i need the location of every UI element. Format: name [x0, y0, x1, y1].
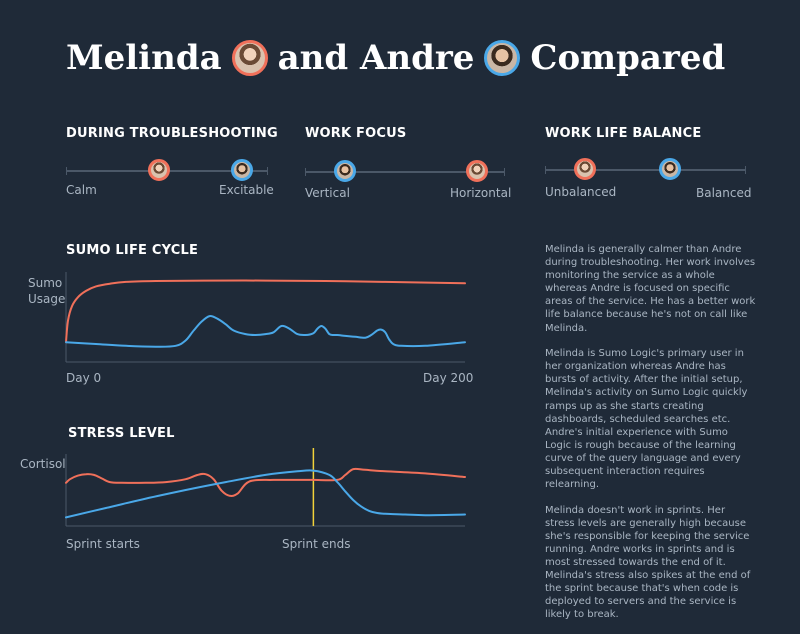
work-life-balance-melinda-marker [574, 158, 597, 180]
sumo-life-cycle-title: SUMO LIFE CYCLE [66, 243, 199, 258]
work-life-balance-andre-marker [658, 158, 681, 180]
work-focus-right-label: Horizontal [450, 186, 512, 200]
sumo-life-cycle-series-melinda-line [65, 279, 466, 344]
troubleshooting-andre-marker [230, 159, 253, 181]
work-focus-melinda-marker [466, 160, 488, 182]
work-focus-title: WORK FOCUS [305, 126, 407, 141]
sumo-usage-axis-label: Sumo Usage [28, 276, 66, 306]
work-life-balance-title: WORK LIFE BALANCE [545, 126, 702, 141]
work-focus-scale-line [305, 168, 505, 176]
sumo-life-cycle-series-andre-line [65, 315, 466, 348]
day-0-label: Day 0 [66, 371, 102, 385]
stress-level-series-melinda-line [65, 467, 466, 497]
sumo-life-cycle-chart [65, 272, 466, 363]
troubleshooting-title: DURING TROUBLESHOOTING [66, 126, 278, 141]
andre-avatar [484, 40, 521, 76]
title-compared: Compared [530, 38, 726, 78]
day-200-label: Day 200 [423, 371, 474, 385]
description-paragraph-stress: Melinda doesn't work in sprints. Her str… [545, 504, 751, 621]
stress-level-series-andre-line [65, 469, 466, 519]
sprint-starts-label: Sprint starts [66, 537, 140, 551]
page-title: Melinda and Andre Compared [66, 38, 725, 78]
stress-level-title: STRESS LEVEL [68, 426, 175, 441]
melinda-avatar [231, 40, 268, 76]
troubleshooting-melinda-marker [147, 159, 170, 181]
troubleshooting-right-label: Excitable [219, 183, 274, 197]
troubleshooting-left-label: Calm [66, 183, 97, 197]
work-life-balance-scale-line [545, 166, 746, 174]
description-paragraph-lifecycle: Melinda is Sumo Logic's primary user in … [545, 348, 748, 491]
title-and-andre: and Andre [277, 38, 475, 78]
description-panel: Melinda is generally calmer than Andre d… [545, 243, 757, 634]
work-life-balance-right-label: Balanced [696, 186, 752, 200]
sprint-ends-label: Sprint ends [282, 537, 351, 551]
cortisol-axis-label: Cortisol [20, 457, 66, 471]
work-life-balance-left-label: Unbalanced [545, 185, 617, 199]
stress-level-chart [65, 448, 466, 527]
work-focus-andre-marker [334, 160, 356, 182]
title-melinda: Melinda [66, 38, 222, 78]
description-paragraph-troubleshooting: Melinda is generally calmer than Andre d… [545, 244, 756, 334]
work-focus-left-label: Vertical [305, 186, 350, 200]
